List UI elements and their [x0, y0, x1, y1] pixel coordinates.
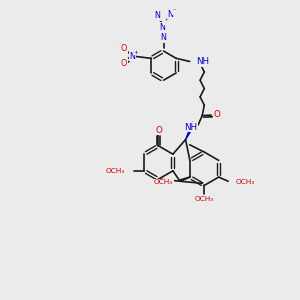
Text: N: N [167, 10, 173, 19]
Text: N: N [160, 33, 166, 42]
Text: N: N [160, 22, 165, 32]
Text: ⁺: ⁺ [165, 19, 169, 25]
Text: O: O [213, 110, 220, 119]
Text: N: N [129, 52, 135, 61]
Text: NH: NH [184, 123, 197, 132]
Text: O: O [121, 59, 127, 68]
Text: NH: NH [196, 57, 209, 66]
Text: O: O [121, 44, 127, 53]
Text: ⁻: ⁻ [118, 42, 121, 47]
Text: OCH₃: OCH₃ [195, 196, 214, 202]
Text: OCH₃: OCH₃ [236, 179, 255, 185]
Text: OCH₃: OCH₃ [106, 168, 125, 174]
Polygon shape [185, 122, 195, 140]
Text: ⁻: ⁻ [172, 8, 176, 14]
Text: OCH₃: OCH₃ [154, 179, 173, 185]
Text: O: O [155, 126, 162, 135]
Text: N: N [154, 11, 160, 20]
Text: +: + [133, 50, 137, 55]
